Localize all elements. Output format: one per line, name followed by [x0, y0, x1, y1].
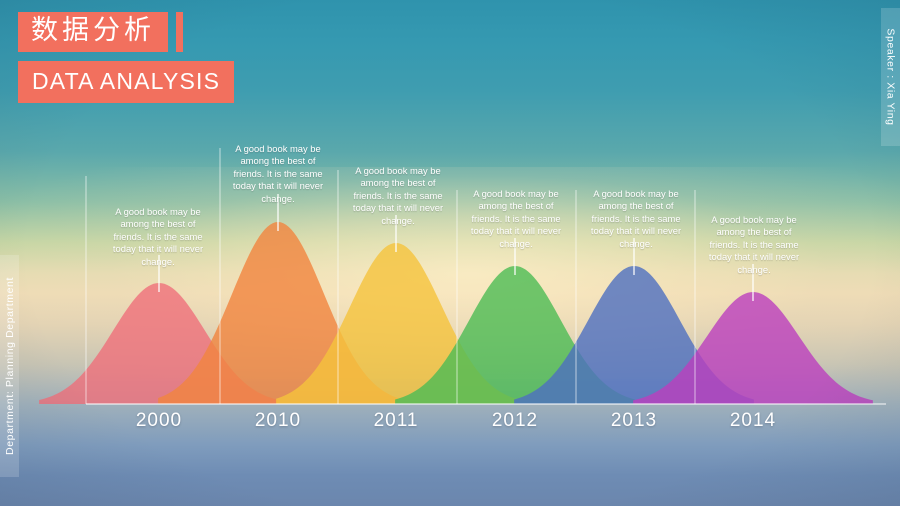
annotation-2013: A good book may be among the best of fri…	[590, 188, 682, 249]
year-label-2000[interactable]: 2000	[135, 410, 183, 431]
title-english: DATA ANALYSIS	[18, 61, 235, 103]
title-block: 数据分析 DATA ANALYSIS	[18, 12, 235, 103]
speaker-label: Speaker : Xia Ying	[881, 8, 900, 146]
year-label-2013[interactable]: 2013	[610, 410, 658, 431]
curve-group	[39, 222, 873, 404]
annotation-2012: A good book may be among the best of fri…	[470, 188, 562, 249]
speaker-label-text: Speaker : Xia Ying	[884, 28, 897, 126]
separator-line-group	[85, 148, 696, 404]
year-label-2010[interactable]: 2010	[254, 410, 302, 431]
year-label-2012[interactable]: 2012	[491, 410, 539, 431]
annotation-2014: A good book may be among the best of fri…	[708, 214, 800, 275]
peak-tick-group	[158, 194, 754, 301]
annotation-2000: A good book may be among the best of fri…	[112, 206, 204, 267]
annotation-2010: A good book may be among the best of fri…	[232, 143, 324, 204]
year-label-2014[interactable]: 2014	[729, 410, 777, 431]
title-accent-bar	[176, 12, 183, 52]
title-chinese: 数据分析	[18, 12, 168, 52]
department-label-text: Department: Planning Department	[3, 277, 16, 455]
annotation-2011: A good book may be among the best of fri…	[352, 165, 444, 226]
year-label-2011[interactable]: 2011	[373, 410, 419, 431]
title-row-cn: 数据分析	[18, 12, 234, 52]
bell-curve-2014[interactable]	[633, 292, 873, 404]
department-label: Department: Planning Department	[0, 255, 19, 477]
